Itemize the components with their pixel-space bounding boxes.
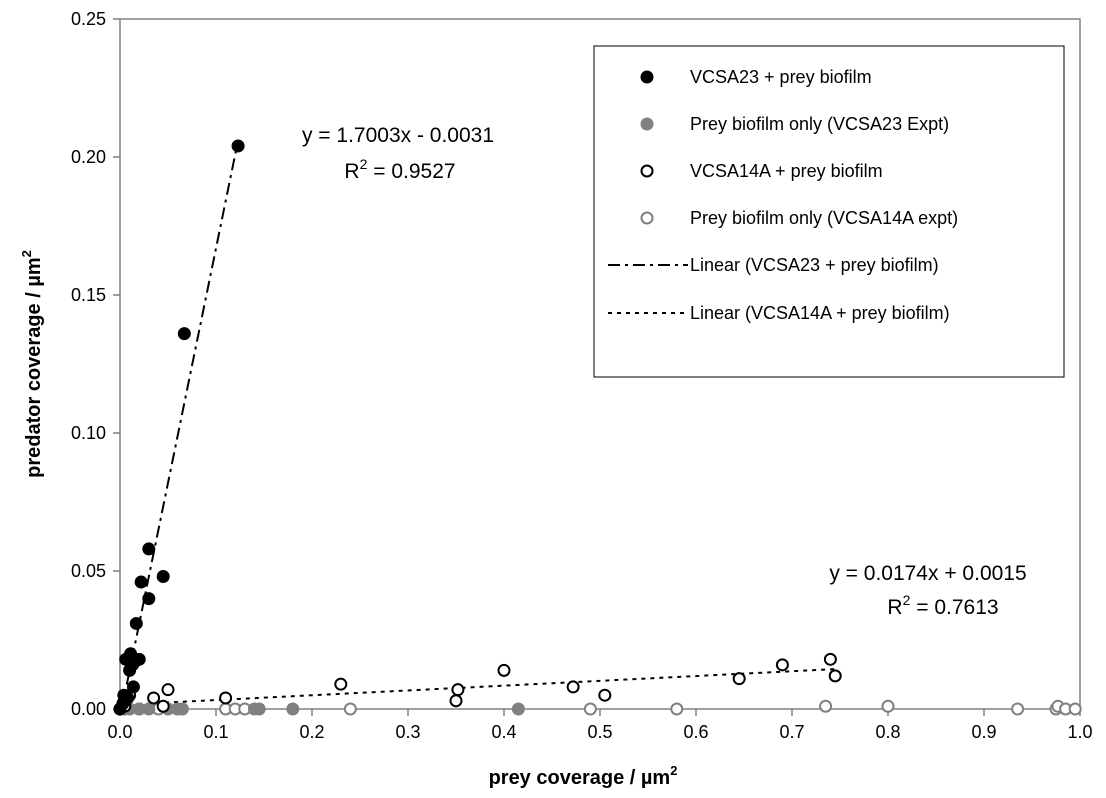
- legend-label-vcsa23: VCSA23 + prey biofilm: [690, 67, 872, 87]
- point-vcsa14a: [161, 683, 175, 697]
- point-vcsa14a: [598, 688, 612, 702]
- legend-marker-prey-vcsa14a: [640, 211, 654, 225]
- point-vcsa14a: [147, 691, 161, 705]
- point-prey-vcsa14a: [819, 699, 833, 713]
- point-prey-vcsa14a: [1068, 702, 1082, 716]
- point-vcsa23: [132, 652, 146, 666]
- y-tick-label: 0.25: [71, 9, 106, 29]
- y-tick-label: 0.00: [71, 699, 106, 719]
- point-vcsa23: [142, 542, 156, 556]
- y-tick-label: 0.15: [71, 285, 106, 305]
- point-vcsa23: [129, 616, 143, 630]
- point-prey-vcsa23: [511, 702, 525, 716]
- x-tick-label: 0.0: [107, 722, 132, 742]
- x-axis-title-text: prey coverage / µm: [489, 767, 671, 789]
- legend-label-vcsa14a: VCSA14A + prey biofilm: [690, 161, 883, 181]
- x-axis-title: prey coverage / µm2: [489, 763, 678, 789]
- x-tick-label: 0.3: [395, 722, 420, 742]
- legend-marker-prey-vcsa23: [640, 117, 654, 131]
- point-vcsa14a: [451, 683, 465, 697]
- y-axis-title-text: predator coverage / µm: [23, 257, 45, 478]
- point-vcsa14a: [334, 677, 348, 691]
- point-vcsa14a: [219, 691, 233, 705]
- point-vcsa23: [121, 691, 135, 705]
- legend-marker-vcsa14a: [640, 164, 654, 178]
- trendline-vcsa14a: [119, 668, 836, 706]
- x-tick-label: 0.2: [299, 722, 324, 742]
- point-prey-vcsa23: [252, 702, 266, 716]
- trendline-equation-vcsa14a: y = 0.0174x + 0.0015: [829, 562, 1026, 585]
- point-vcsa14a: [566, 680, 580, 694]
- point-prey-vcsa23: [175, 702, 189, 716]
- y-tick-label: 0.10: [71, 423, 106, 443]
- legend-box: [593, 45, 1065, 378]
- point-prey-vcsa14a: [1011, 702, 1025, 716]
- point-vcsa23: [231, 139, 245, 153]
- point-vcsa14a: [775, 658, 789, 672]
- point-vcsa23: [142, 592, 156, 606]
- legend-marker-vcsa23: [640, 70, 654, 84]
- r2-value-vcsa23: = 0.9527: [367, 160, 455, 183]
- x-tick-label: 0.7: [779, 722, 804, 742]
- point-prey-vcsa23: [132, 702, 146, 716]
- point-prey-vcsa23: [142, 702, 156, 716]
- r2-superscript-vcsa23: 2: [360, 156, 368, 172]
- point-vcsa14a: [497, 663, 511, 677]
- x-tick-label: 1.0: [1067, 722, 1092, 742]
- point-vcsa14a: [823, 652, 837, 666]
- r2-letter-vcsa23: R: [344, 160, 359, 183]
- legend-label-linear-vcsa23: Linear (VCSA23 + prey biofilm): [690, 255, 939, 275]
- point-vcsa23: [177, 327, 191, 341]
- trendline-vcsa23: [120, 140, 240, 710]
- y-tick-label: 0.05: [71, 561, 106, 581]
- legend: VCSA23 + prey biofilm Prey biofilm only …: [593, 45, 1065, 378]
- legend-label-prey-vcsa14a: Prey biofilm only (VCSA14A expt): [690, 208, 958, 228]
- x-tick-label: 0.6: [683, 722, 708, 742]
- x-tick-label: 0.1: [203, 722, 228, 742]
- y-axis: 0.00 0.05 0.10 0.15 0.20 0.25: [71, 9, 120, 719]
- point-prey-vcsa14a: [343, 702, 357, 716]
- x-tick-label: 0.9: [971, 722, 996, 742]
- point-vcsa14a: [828, 669, 842, 683]
- r2-value-vcsa14a: = 0.7613: [910, 596, 998, 619]
- x-axis: 0.0 0.1 0.2 0.3 0.4 0.5 0.6 0.7 0.8 0.9 1.0: [107, 709, 1093, 742]
- point-prey-vcsa14a: [583, 702, 597, 716]
- point-vcsa14a: [156, 699, 170, 713]
- y-tick-label: 0.20: [71, 147, 106, 167]
- legend-label-prey-vcsa23: Prey biofilm only (VCSA23 Expt): [690, 114, 949, 134]
- point-prey-vcsa14a: [670, 702, 684, 716]
- legend-label-linear-vcsa14a: Linear (VCSA14A + prey biofilm): [690, 303, 950, 323]
- r2-letter-vcsa14a: R: [887, 596, 902, 619]
- point-vcsa23: [134, 575, 148, 589]
- data-points: [113, 139, 1082, 716]
- trendlines: [119, 140, 836, 710]
- trendline-r2-vcsa23: R2 = 0.9527: [344, 156, 455, 183]
- x-tick-label: 0.4: [491, 722, 516, 742]
- point-vcsa23: [126, 680, 140, 694]
- point-vcsa14a: [732, 672, 746, 686]
- point-vcsa14a: [449, 694, 463, 708]
- point-prey-vcsa23: [286, 702, 300, 716]
- point-vcsa23: [156, 570, 170, 584]
- x-tick-label: 0.8: [875, 722, 900, 742]
- trendline-equation-vcsa23: y = 1.7003x - 0.0031: [302, 124, 494, 147]
- point-prey-vcsa14a: [881, 699, 895, 713]
- r2-superscript-vcsa14a: 2: [903, 592, 911, 608]
- x-tick-label: 0.5: [587, 722, 612, 742]
- y-axis-title: predator coverage / µm2: [19, 250, 45, 478]
- x-axis-title-superscript: 2: [670, 763, 677, 778]
- trendline-r2-vcsa14a: R2 = 0.7613: [887, 592, 998, 619]
- y-axis-title-superscript: 2: [19, 250, 34, 257]
